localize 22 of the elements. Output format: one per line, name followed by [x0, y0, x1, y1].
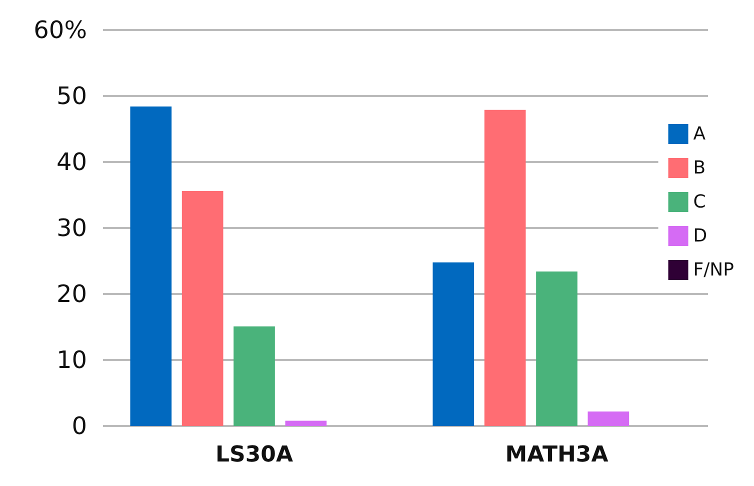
bar: [130, 106, 172, 426]
y-tick-label: 0: [72, 412, 87, 440]
legend-label: D: [693, 226, 708, 246]
y-tick-label: 60%: [34, 16, 87, 44]
y-tick-label: 30: [56, 214, 87, 242]
x-tick-label: MATH3A: [505, 442, 608, 468]
legend-label: F/NP: [693, 260, 734, 280]
bar: [432, 262, 474, 426]
bar: [182, 191, 224, 426]
y-tick-label: 20: [56, 280, 87, 308]
bar: [484, 110, 526, 426]
y-tick-label: 40: [56, 148, 87, 176]
bar: [588, 411, 630, 426]
legend-label: C: [693, 192, 706, 212]
bar: [234, 326, 275, 426]
bar: [285, 420, 327, 426]
x-tick-label: LS30A: [215, 442, 294, 468]
y-tick-label: 50: [56, 82, 87, 110]
legend-label: A: [693, 124, 706, 144]
bar: [536, 272, 578, 426]
legend-label: B: [693, 158, 706, 178]
y-tick-label: 10: [56, 346, 87, 374]
